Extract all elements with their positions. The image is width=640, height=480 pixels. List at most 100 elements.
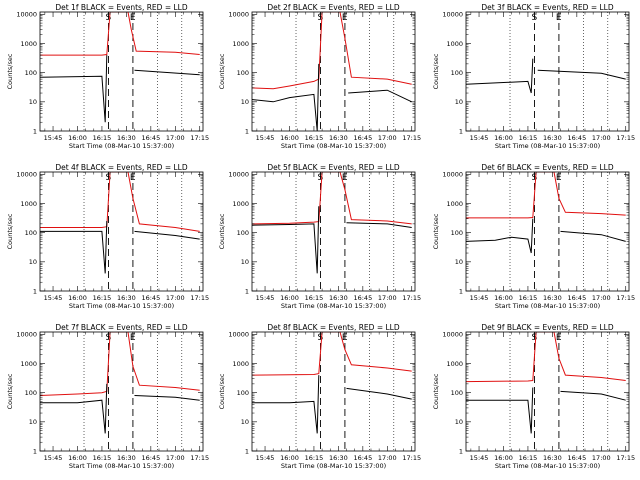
plot-frame	[39, 331, 204, 452]
series-line-events	[466, 218, 626, 254]
x-tick-label: 16:15	[93, 134, 112, 142]
event-marker-label: S	[317, 333, 323, 343]
x-tick-label: 16:00	[280, 454, 299, 462]
x-tick-label: 16:30	[329, 134, 348, 142]
y-tick-label: 10000	[228, 331, 249, 339]
x-tick-label: 17:15	[190, 294, 209, 302]
x-tick-label: 17:00	[592, 294, 611, 302]
y-tick-label: 1000	[232, 40, 249, 48]
series-line-events	[466, 58, 626, 94]
y-axis-label: Counts/sec	[6, 213, 14, 249]
x-tick-label: 15:45	[44, 454, 63, 462]
x-tick-label: 16:45	[353, 134, 372, 142]
x-axis-label: Start Time (08-Mar-10 15:37:00)	[495, 462, 600, 470]
x-tick-label: 16:45	[141, 454, 160, 462]
y-tick-label: 100	[237, 389, 249, 397]
x-axis-label: Start Time (08-Mar-10 15:37:00)	[281, 142, 386, 150]
x-tick-label: 16:30	[543, 134, 562, 142]
y-tick-label: 10000	[16, 11, 37, 19]
x-axis-label: Start Time (08-Mar-10 15:37:00)	[69, 142, 174, 150]
x-tick-label: 16:15	[305, 134, 324, 142]
y-tick-label: 1000	[232, 200, 249, 208]
x-tick-label: 16:30	[329, 294, 348, 302]
y-tick-label: 10	[455, 258, 463, 266]
plot-title: Det 7f BLACK = Events, RED = LLD	[55, 323, 188, 332]
y-axis-label: Counts/sec	[432, 373, 440, 409]
series-line-lld	[40, 332, 200, 396]
y-tick-label: 10	[455, 98, 463, 106]
y-tick-label: 1	[245, 287, 249, 295]
y-tick-label: 10000	[442, 11, 463, 19]
x-tick-label: 16:15	[305, 294, 324, 302]
series-line-lld	[252, 332, 412, 376]
series-line-lld	[466, 172, 626, 219]
y-tick-label: 10	[241, 98, 249, 106]
x-tick-label: 16:00	[494, 134, 513, 142]
plot-title: Det 2f BLACK = Events, RED = LLD	[267, 3, 400, 12]
x-tick-label: 17:00	[166, 134, 185, 142]
x-tick-label: 17:15	[402, 134, 421, 142]
x-tick-label: 16:30	[543, 294, 562, 302]
y-tick-label: 1	[459, 287, 463, 295]
plot-frame	[39, 171, 204, 292]
y-tick-label: 100	[237, 229, 249, 237]
x-tick-label: 15:45	[256, 134, 275, 142]
y-tick-label: 100	[451, 229, 463, 237]
y-tick-label: 10000	[442, 171, 463, 179]
y-axis-label: Counts/sec	[432, 213, 440, 249]
series-line-events	[252, 63, 412, 131]
event-marker-label: S	[531, 173, 537, 183]
y-tick-label: 1000	[20, 360, 37, 368]
y-tick-label: 100	[451, 389, 463, 397]
series-line-events	[40, 383, 200, 434]
x-tick-label: 16:00	[280, 134, 299, 142]
x-tick-label: 17:00	[166, 294, 185, 302]
series-line-events	[40, 55, 200, 123]
series-line-events	[466, 387, 626, 434]
x-tick-label: 16:00	[494, 294, 513, 302]
y-tick-label: 100	[25, 389, 37, 397]
y-tick-label: 1000	[232, 360, 249, 368]
series-line-lld	[252, 172, 412, 225]
y-tick-label: 1000	[446, 40, 463, 48]
x-tick-label: 16:15	[519, 454, 538, 462]
x-tick-label: 16:45	[567, 134, 586, 142]
series-line-events	[252, 206, 412, 274]
x-tick-label: 16:00	[68, 454, 87, 462]
plot-title: Det 9f BLACK = Events, RED = LLD	[481, 323, 614, 332]
x-tick-label: 17:15	[402, 454, 421, 462]
y-tick-label: 10	[29, 98, 37, 106]
y-tick-label: 1	[33, 447, 37, 455]
plot-title: Det 1f BLACK = Events, RED = LLD	[55, 3, 188, 12]
y-axis-label: Counts/sec	[218, 213, 226, 249]
y-axis-label: Counts/sec	[218, 53, 226, 89]
event-marker-label: S	[531, 333, 537, 343]
event-marker-label: S	[105, 333, 111, 343]
x-axis-label: Start Time (08-Mar-10 15:37:00)	[495, 302, 600, 310]
series-line-lld	[252, 12, 412, 90]
event-marker-label: E	[130, 173, 136, 183]
event-marker-label: S	[105, 13, 111, 23]
plot-frame	[251, 331, 416, 452]
plot-title: Det 4f BLACK = Events, RED = LLD	[55, 163, 188, 172]
y-tick-label: 10	[241, 418, 249, 426]
y-tick-label: 100	[237, 69, 249, 77]
x-tick-label: 15:45	[256, 294, 275, 302]
event-marker-label: E	[556, 13, 562, 23]
x-tick-label: 15:45	[470, 454, 489, 462]
y-tick-label: 10000	[16, 331, 37, 339]
y-tick-label: 10000	[228, 171, 249, 179]
y-axis-label: Counts/sec	[6, 53, 14, 89]
x-tick-label: 17:00	[378, 454, 397, 462]
y-axis-label: Counts/sec	[6, 373, 14, 409]
x-tick-label: 15:45	[44, 294, 63, 302]
x-tick-label: 16:45	[567, 294, 586, 302]
x-tick-label: 16:30	[117, 134, 136, 142]
y-tick-label: 10	[455, 418, 463, 426]
series-line-lld	[40, 172, 200, 232]
